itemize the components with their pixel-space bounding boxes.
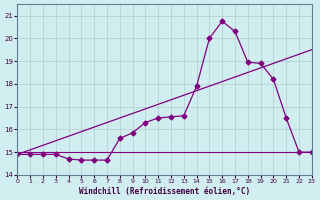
X-axis label: Windchill (Refroidissement éolien,°C): Windchill (Refroidissement éolien,°C) <box>79 187 250 196</box>
